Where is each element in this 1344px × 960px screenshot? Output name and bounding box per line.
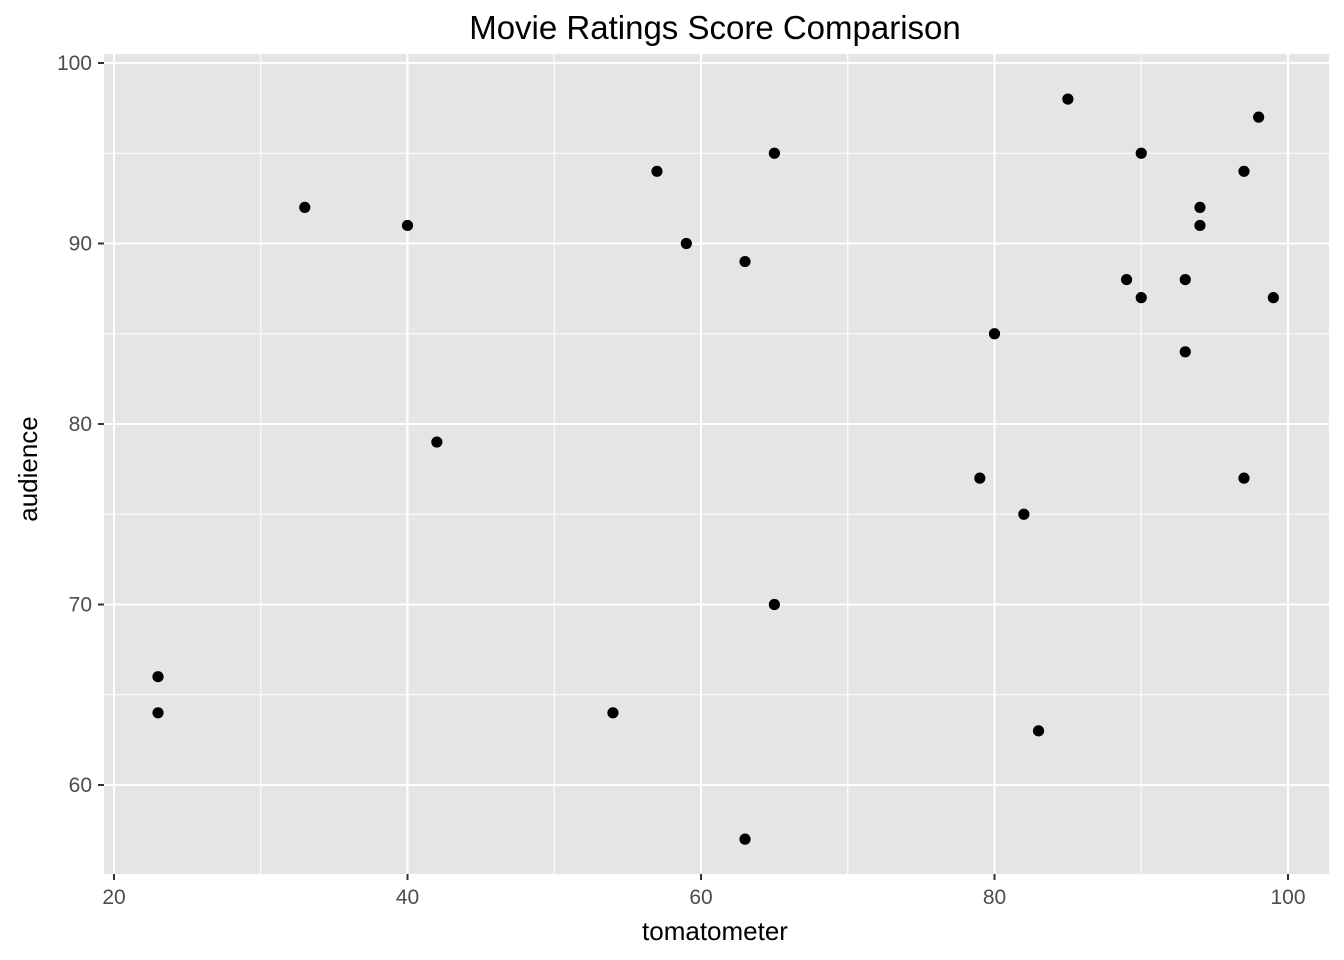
data-point	[1253, 111, 1265, 123]
data-point	[768, 598, 780, 611]
data-point	[1120, 274, 1133, 286]
data-points	[152, 93, 1279, 845]
data-point	[1179, 274, 1191, 286]
x-tick-label: 60	[689, 886, 712, 909]
data-point	[1194, 219, 1206, 232]
data-point	[1267, 292, 1279, 304]
data-point	[1179, 346, 1191, 358]
data-point	[1135, 147, 1147, 159]
data-point	[1062, 93, 1074, 105]
data-point	[299, 201, 311, 213]
data-point	[768, 147, 780, 159]
data-point	[607, 707, 619, 719]
y-tick-label: 60	[69, 774, 92, 797]
x-tick-label: 100	[1270, 886, 1305, 909]
y-axis-label: audience	[13, 416, 43, 522]
data-point	[152, 707, 164, 719]
x-tick-label: 40	[396, 886, 419, 909]
major-gridlines	[104, 54, 1329, 874]
x-tick-label: 20	[102, 886, 125, 909]
y-tick-label: 70	[69, 594, 92, 617]
data-point	[401, 219, 414, 232]
data-point	[1238, 165, 1250, 177]
y-tick-label: 100	[57, 52, 92, 75]
data-point	[1032, 725, 1045, 737]
data-point	[1194, 201, 1206, 213]
data-point	[431, 436, 443, 448]
data-point	[152, 671, 164, 683]
data-point	[1238, 472, 1250, 484]
y-tick-label: 80	[69, 413, 92, 436]
y-tick-label: 90	[69, 233, 92, 256]
data-point	[680, 237, 692, 250]
x-tick-label: 80	[983, 886, 1006, 909]
plot-panel	[104, 54, 1329, 874]
chart-title: Movie Ratings Score Comparison	[469, 9, 961, 46]
data-point	[739, 833, 751, 845]
x-axis: 20 40 60 80 100	[102, 874, 1306, 909]
y-axis: 60 70 80 90 100	[57, 52, 104, 797]
data-point	[1135, 292, 1147, 304]
data-point	[988, 328, 1001, 340]
data-point	[651, 165, 663, 177]
data-point	[1018, 508, 1030, 520]
data-point	[739, 255, 751, 268]
minor-gridlines	[104, 54, 1329, 874]
x-axis-label: tomatometer	[642, 916, 788, 946]
data-point	[974, 472, 986, 484]
